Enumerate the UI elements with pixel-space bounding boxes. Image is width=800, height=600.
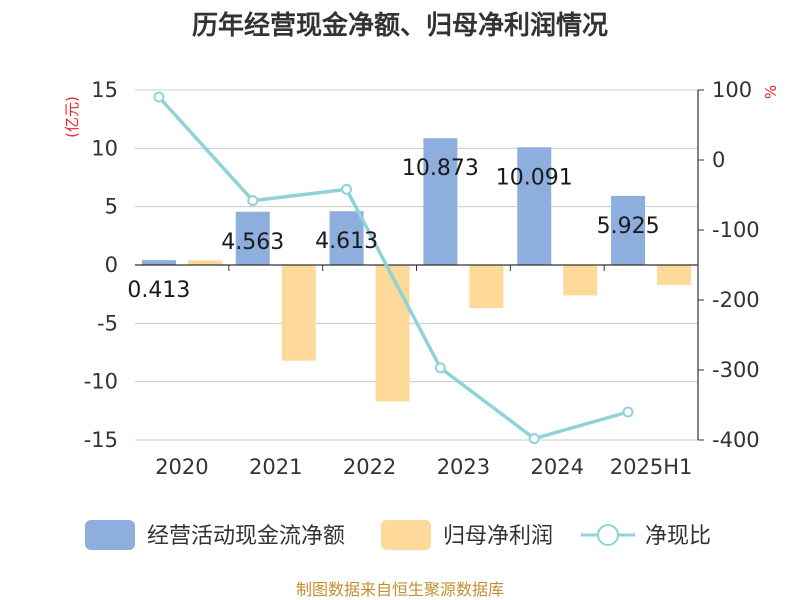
net-profit-bar <box>469 265 504 309</box>
ratio-line <box>157 95 629 441</box>
left-tick-label: -10 <box>84 370 118 394</box>
category-label: 2023 <box>437 455 490 479</box>
right-axis-unit: % <box>762 85 780 99</box>
legend-marker-ratio <box>597 524 619 546</box>
cash-flow-bar <box>423 138 458 265</box>
right-tick-label: -300 <box>712 358 760 382</box>
right-tick-label: 100 <box>712 78 752 102</box>
ratio-point <box>247 195 259 207</box>
left-tick-label: -15 <box>84 428 118 452</box>
ratio-point <box>153 91 165 103</box>
net-profit-bar <box>563 265 598 296</box>
left-tick-label: 5 <box>105 195 118 219</box>
category-label: 2020 <box>155 455 208 479</box>
category-label: 2022 <box>343 455 396 479</box>
line-series <box>153 91 634 445</box>
source-note: 制图数据来自恒生聚源数据库 <box>296 580 504 599</box>
right-tick-label: -100 <box>712 218 760 242</box>
right-tick-label: 0 <box>712 148 725 172</box>
ratio-point <box>434 362 446 374</box>
bars <box>141 138 692 402</box>
left-tick-label: -5 <box>97 311 118 335</box>
cash-flow-bar <box>235 211 270 265</box>
net-profit-bar <box>281 265 316 361</box>
right-tick-label: -400 <box>712 428 760 452</box>
chart-title: 历年经营现金净额、归母净利润情况 <box>192 10 608 41</box>
cash-flow-value-label: 10.091 <box>496 165 573 190</box>
cash-flow-bar <box>611 195 646 265</box>
legend-swatch-cash-flow <box>85 520 135 550</box>
cash-flow-value-label: 4.563 <box>221 230 284 255</box>
left-tick-label: 10 <box>91 136 118 160</box>
cash-flow-value-label: 0.413 <box>127 278 190 303</box>
legend-label-net-profit: 归母净利润 <box>443 524 553 549</box>
legend: 经营活动现金流净额 归母净利润 净现比 <box>85 520 711 550</box>
ratio-point <box>528 433 540 445</box>
cash-flow-value-label: 10.873 <box>402 156 479 181</box>
axes: 15 10 5 0 -5 -10 -15 100 0 -100 -200 -300 -400 2020 20… <box>84 78 760 479</box>
category-label: 2025H1 <box>610 455 693 479</box>
left-axis-unit: (亿元) <box>63 96 81 138</box>
cash-flow-bar <box>329 211 364 265</box>
legend-label-cash-flow: 经营活动现金流净额 <box>147 524 345 549</box>
grid <box>135 89 698 441</box>
cash-flow-bar <box>517 147 552 265</box>
legend-label-ratio: 净现比 <box>645 524 711 549</box>
cash-flow-value-label: 4.613 <box>315 229 378 254</box>
ratio-point <box>341 183 353 195</box>
net-profit-bar <box>657 265 692 285</box>
category-label: 2021 <box>249 455 302 479</box>
net-profit-bar <box>375 265 410 402</box>
left-tick-label: 15 <box>91 78 118 102</box>
cash-flow-bar <box>141 260 176 265</box>
ratio-point <box>622 406 634 418</box>
legend-swatch-net-profit <box>381 520 431 550</box>
right-tick-label: -200 <box>712 288 760 312</box>
category-label: 2024 <box>531 455 584 479</box>
left-tick-label: 0 <box>105 253 118 277</box>
cash-flow-value-label: 5.925 <box>597 214 660 239</box>
net-profit-bar <box>187 260 222 265</box>
data-labels: 0.413 4.563 4.613 10.873 10.091 5.925 <box>127 156 659 303</box>
